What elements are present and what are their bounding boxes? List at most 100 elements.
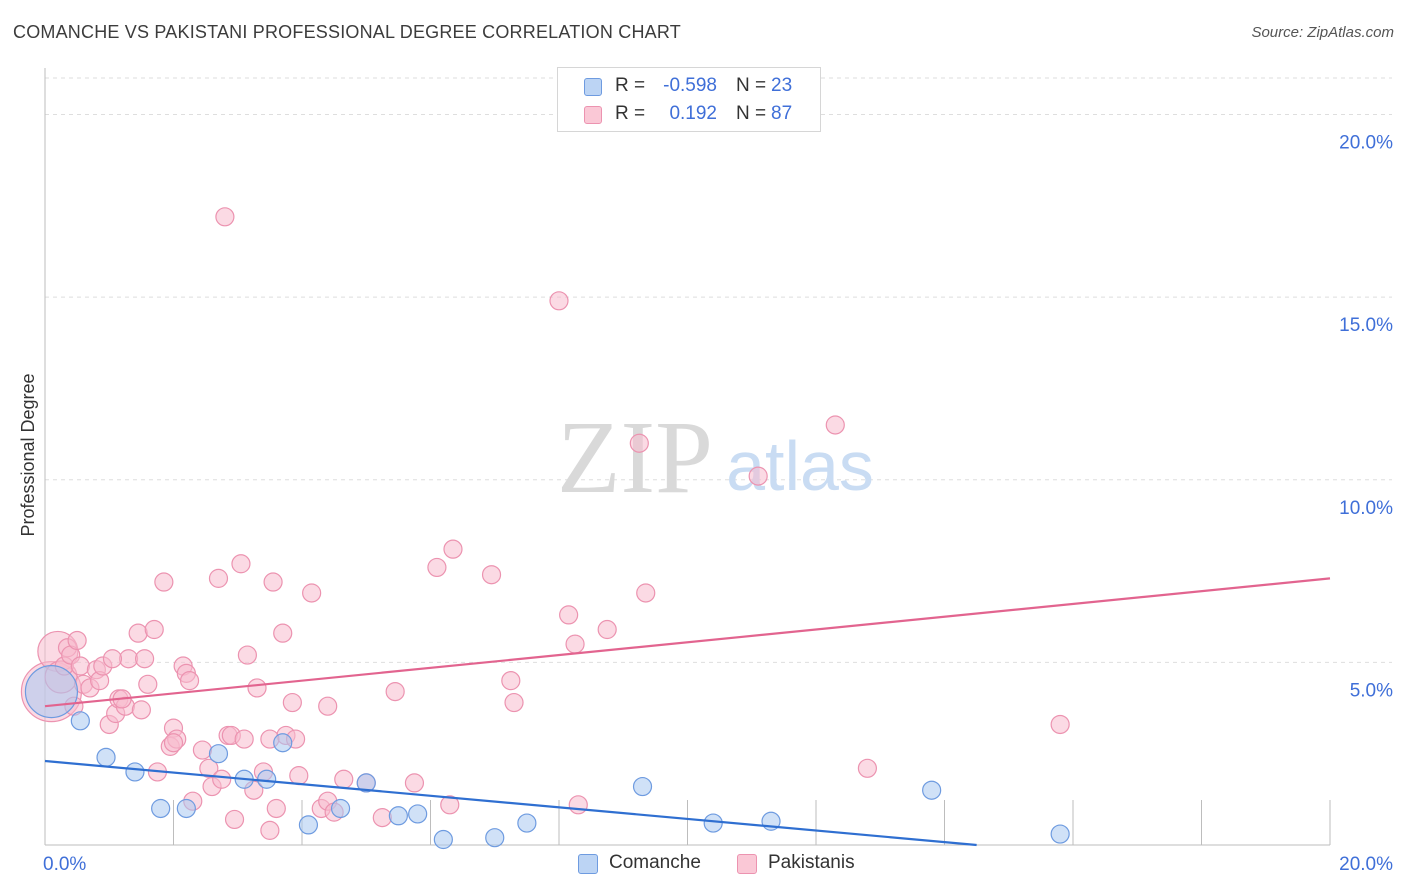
comanche-legend-label: Comanche — [609, 852, 701, 873]
r-value: -0.598 — [663, 75, 717, 96]
pakistani-point — [440, 795, 460, 815]
pakistani-point — [404, 773, 425, 793]
comanche-point — [356, 773, 376, 793]
data-points — [20, 207, 1070, 850]
comanche-point — [298, 815, 319, 835]
pakistani-point — [208, 568, 229, 588]
pakistani-point — [154, 572, 174, 592]
pakistani-trend-line — [44, 577, 1331, 708]
comanche-point — [632, 776, 653, 797]
pakistani-swatch — [584, 106, 602, 124]
comanche-point — [24, 664, 79, 719]
pakistani-point — [289, 766, 309, 786]
watermark: ZIP atlas — [557, 400, 874, 515]
n-label: N = — [736, 103, 767, 124]
comanche-point — [208, 744, 229, 764]
comanche-point — [257, 769, 277, 789]
pakistani-point — [427, 557, 447, 578]
comanche-trend-line — [44, 759, 977, 847]
comanche-point — [151, 798, 171, 819]
y-axis-label: Professional Degree — [18, 373, 38, 536]
comanche-point — [176, 798, 196, 819]
comanche-point — [433, 829, 453, 850]
comanche-point — [408, 804, 428, 824]
pakistani-point — [636, 583, 656, 603]
pakistani-point — [131, 700, 151, 720]
pakistani-point — [247, 678, 267, 698]
pakistani-point — [629, 433, 649, 453]
watermark-zip: ZIP — [557, 400, 713, 515]
comanche-point — [96, 747, 116, 767]
comanche-legend-swatch — [578, 854, 598, 874]
pakistani-point — [231, 554, 251, 574]
pakistani-point — [385, 681, 405, 702]
pakistani-point — [260, 820, 280, 840]
pakistani-point — [504, 692, 524, 713]
pakistani-point — [857, 758, 878, 778]
pakistani-point — [597, 619, 617, 640]
pakistani-point — [273, 623, 293, 643]
pakistani-point — [144, 619, 164, 640]
y-tick-label: 5.0% — [1350, 680, 1393, 701]
comanche-point — [125, 762, 145, 782]
y-tick-label: 20.0% — [1339, 133, 1393, 154]
pakistani-point — [134, 649, 155, 669]
pakistani-point — [318, 696, 338, 716]
pakistani-point — [334, 769, 354, 789]
r-label: R = — [615, 75, 646, 96]
pakistani-legend-swatch — [737, 854, 757, 874]
pakistani-point — [1050, 714, 1070, 735]
pakistani-point — [118, 649, 139, 669]
axes: 5.0% 10.0% 15.0% 20.0% 0.0% 20.0% — [43, 68, 1393, 875]
comanche-point — [922, 780, 942, 800]
pakistani-point — [128, 623, 148, 643]
pakistani-point — [372, 808, 392, 828]
pakistani-point — [237, 645, 257, 665]
r-value: 0.192 — [669, 103, 717, 124]
pakistani-point — [302, 583, 322, 603]
legend-row-comanche: R = -0.598 N = 23 — [558, 73, 820, 101]
comanche-point — [517, 813, 537, 833]
pakistani-point — [199, 758, 219, 778]
pakistani-point — [70, 656, 90, 676]
pakistani-point — [263, 572, 283, 592]
correlation-legend: R = -0.598 N = 23 R = 0.192 N = 87 — [557, 67, 821, 132]
comanche-point — [703, 813, 723, 833]
comanche-swatch — [584, 78, 602, 96]
comanche-point — [273, 733, 293, 753]
pakistani-point — [67, 630, 87, 651]
chart-title: COMANCHE VS PAKISTANI PROFESSIONAL DEGRE… — [13, 22, 681, 42]
trend-lines — [44, 577, 1331, 847]
comanche-point — [485, 828, 505, 848]
pakistani-point — [443, 539, 463, 559]
pakistani-legend-label: Pakistanis — [768, 852, 855, 873]
n-value: 23 — [771, 75, 793, 96]
pakistani-point — [192, 740, 213, 760]
pakistani-point — [825, 415, 845, 435]
pakistani-point — [559, 605, 579, 625]
r-label: R = — [615, 103, 646, 124]
pakistani-point — [748, 466, 768, 486]
pakistani-point — [481, 565, 502, 585]
pakistani-point — [179, 671, 200, 691]
source-label: Source: ZipAtlas.com — [1251, 24, 1394, 41]
watermark-atlas: atlas — [726, 427, 874, 505]
pakistani-point — [568, 795, 588, 815]
comanche-point — [70, 711, 90, 731]
comanche-point — [1050, 824, 1070, 844]
pakistani-point — [215, 207, 235, 227]
pakistani-point — [224, 809, 245, 830]
pakistani-point — [234, 729, 254, 749]
comanche-point — [388, 806, 408, 826]
n-label: N = — [736, 75, 767, 96]
y-tick-label: 10.0% — [1339, 498, 1393, 519]
x-tick-label: 0.0% — [43, 854, 86, 875]
comanche-point — [330, 798, 351, 819]
y-tick-label: 15.0% — [1339, 315, 1393, 336]
legend-row-pakistanis: R = 0.192 N = 87 — [558, 101, 820, 129]
pakistani-point — [138, 674, 158, 694]
pakistani-point — [565, 634, 585, 654]
grid — [45, 77, 1392, 663]
pakistani-point — [266, 798, 286, 819]
